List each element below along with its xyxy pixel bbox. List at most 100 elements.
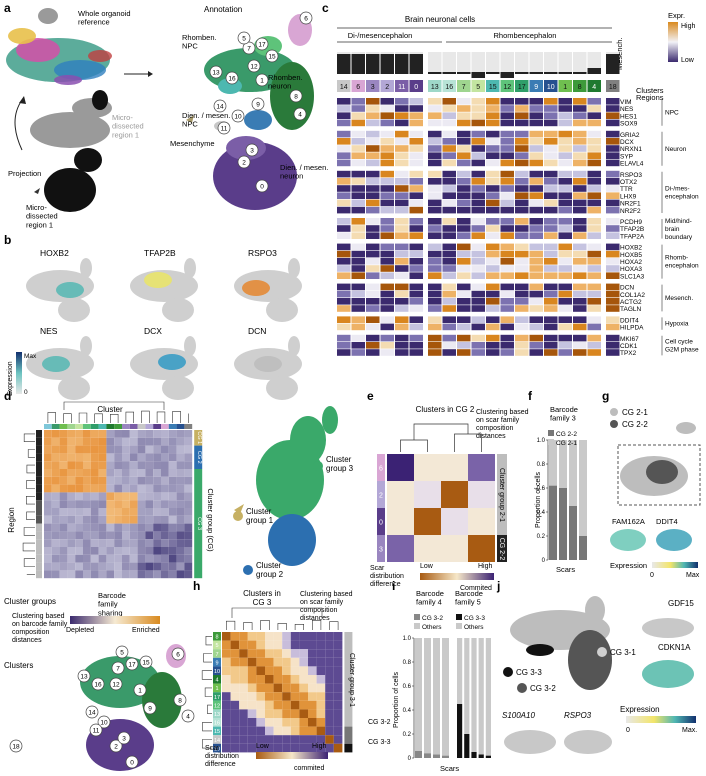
f-title: Barcode family 3 — [550, 405, 578, 423]
heatmap-cell — [515, 170, 529, 178]
d-heatmap-cell — [44, 570, 52, 579]
heatmap-cell — [380, 265, 394, 272]
heatmap-cell — [544, 298, 558, 305]
h-heatmap-cell — [299, 726, 308, 736]
heatmap-cell — [587, 98, 601, 105]
d-heatmap-cell — [184, 508, 193, 516]
h-row-color — [213, 709, 221, 718]
d-region-cell — [36, 508, 42, 516]
bar-segment — [415, 750, 422, 758]
projection-label: Projection — [8, 169, 41, 178]
d-heatmap-cell — [161, 476, 169, 485]
d-heatmap-cell — [137, 430, 146, 438]
h-heatmap-cell — [290, 726, 300, 736]
heatmap-cell — [366, 206, 380, 214]
heatmap-cell — [380, 225, 394, 232]
d-heatmap-cell — [137, 562, 146, 571]
heatmap-cell — [606, 323, 620, 331]
b-gene-title: HOXB2 — [40, 248, 69, 258]
heatmap-cell — [558, 185, 572, 192]
d-heatmap-cell — [176, 437, 185, 446]
d-heatmap-cell — [122, 453, 130, 462]
d-heatmap-cell — [137, 469, 146, 477]
legend-label: CG 2-1 — [556, 440, 577, 447]
region-cell — [500, 72, 514, 78]
heatmap-cell — [486, 218, 500, 225]
d-heatmap-cell — [184, 515, 193, 524]
d-heatmap-cell — [51, 476, 60, 485]
gene-label: DCX — [620, 139, 634, 146]
cluster-badge-label: 0 — [260, 184, 264, 191]
d-heatmap-cell — [51, 562, 60, 571]
cluster-id: 17 — [518, 84, 526, 91]
heatmap-cell — [442, 112, 456, 119]
h-heatmap-cell — [282, 657, 291, 667]
heatmap-cell — [606, 316, 620, 323]
h-heatmap-cell — [239, 700, 248, 710]
gene-label: SOX9 — [620, 121, 638, 128]
heatmap-cell — [337, 323, 351, 331]
heatmap-cell — [337, 334, 351, 342]
panel-e: Clusters in CG 2 Clustering based on scar… — [370, 405, 529, 592]
heatmap-cell — [457, 272, 471, 279]
d-cluster-badge — [143, 701, 157, 715]
heatmap-cell — [337, 298, 351, 305]
heatmap-cell — [380, 290, 394, 298]
heatmap-cell — [351, 323, 365, 331]
heatmap-cell — [558, 250, 572, 258]
d-dendro-branch — [141, 410, 150, 423]
j-cg31-dot — [597, 647, 607, 657]
h-heatmap-cell — [290, 640, 300, 650]
heatmap-cell — [573, 225, 587, 232]
heatmap-cell — [457, 334, 471, 342]
panel-h: Clusters in CG 3 Clustering based on scar … — [201, 589, 391, 772]
gene-label: RSPO3 — [620, 172, 642, 179]
heatmap-cell — [515, 334, 529, 342]
d-heatmap-cell — [67, 453, 76, 462]
heatmap-cell — [366, 105, 380, 112]
d-heatmap-cell — [51, 570, 60, 579]
heatmap-cell — [428, 298, 442, 305]
d-cluster-badge — [115, 645, 129, 659]
heatmap-cell — [471, 342, 485, 349]
h-heatmap-cell — [247, 657, 257, 667]
d-cluster-badge-label: 11 — [93, 728, 100, 735]
d-heatmap-cell — [98, 562, 107, 571]
heatmap-cell — [573, 290, 587, 298]
bar-segment — [433, 754, 440, 758]
h-heatmap-cell — [265, 640, 274, 650]
d-heatmap-cell — [161, 523, 169, 532]
heatmap-cell — [409, 232, 423, 239]
heatmap-cell — [587, 290, 601, 298]
h-heatmap-cell — [316, 675, 326, 684]
d-dendro-branch — [172, 410, 181, 423]
d-cluster-badge-label: 8 — [178, 698, 182, 705]
j-legend-max: Max. — [682, 727, 697, 734]
h-heatmap-cell — [230, 726, 240, 736]
cluster-badge — [251, 97, 265, 111]
tick-label: 0.6 — [403, 684, 412, 690]
bar-segment — [433, 638, 440, 755]
d-heatmap-cell — [137, 508, 146, 516]
heatmap-cell — [558, 316, 572, 323]
d-heatmap-cell — [106, 476, 115, 485]
heatmap-cell — [337, 138, 351, 145]
heatmap-cell — [409, 199, 423, 207]
d-heatmap-cell — [106, 523, 115, 532]
d-heatmap-cell — [137, 523, 146, 532]
d-heatmap-cell — [44, 554, 52, 563]
d-cluster-badge — [171, 647, 185, 661]
heatmap-cell — [558, 232, 572, 239]
cluster-cell — [366, 80, 380, 92]
h-legend-title: Scar distribution difference — [205, 745, 239, 768]
d-heatmap-cell — [67, 508, 76, 516]
legend-label: Others — [464, 624, 484, 631]
d-cluster-badge — [85, 705, 99, 719]
d-cg-block — [194, 445, 203, 469]
heatmap-cell — [457, 298, 471, 305]
h-row-color — [213, 718, 221, 727]
h-heatmap-cell — [230, 640, 240, 650]
d-cluster-badge — [91, 677, 105, 691]
heatmap-cell — [442, 334, 456, 342]
